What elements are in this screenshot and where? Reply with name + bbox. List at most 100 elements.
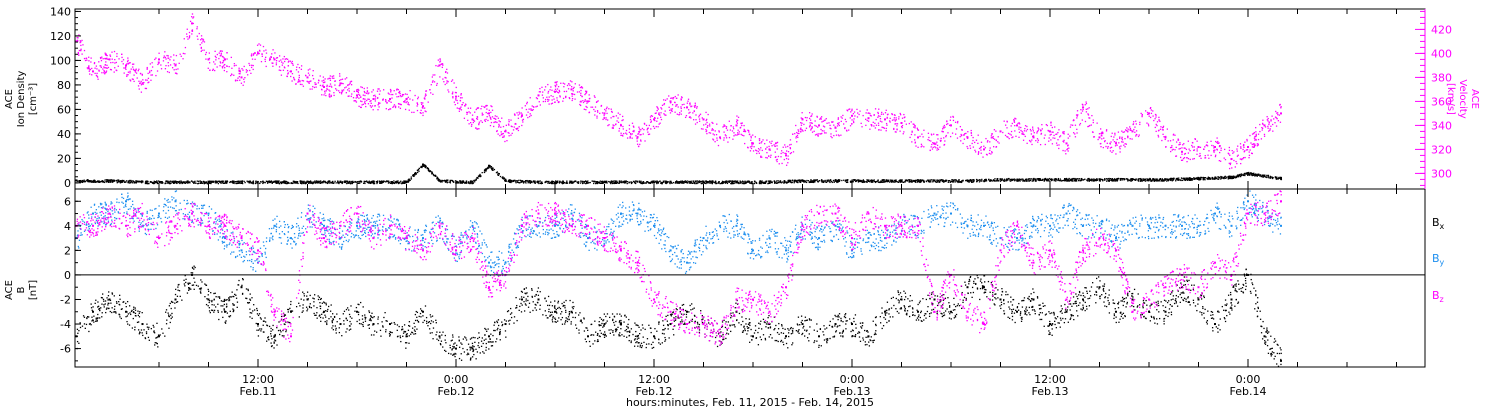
velocity-sample xyxy=(223,69,226,72)
density-sample xyxy=(1045,180,1048,182)
velocity-sample xyxy=(785,152,787,155)
density-sample xyxy=(503,177,506,179)
velocity-sample xyxy=(406,97,408,100)
velocity-sample xyxy=(414,94,416,97)
density-sample xyxy=(87,180,90,182)
density-sample xyxy=(556,181,558,183)
velocity-sample xyxy=(1033,132,1035,134)
velocity-sample xyxy=(1105,129,1108,131)
series-velocity xyxy=(75,13,1282,170)
density-sample xyxy=(502,176,504,178)
velocity-sample xyxy=(1218,142,1220,144)
velocity-sample xyxy=(533,106,535,108)
velocity-sample xyxy=(638,131,640,133)
density-sample xyxy=(1146,180,1148,182)
density-sample xyxy=(128,182,130,184)
density-sample xyxy=(256,181,259,183)
velocity-sample xyxy=(776,145,778,147)
density-sample xyxy=(392,181,395,184)
density-sample xyxy=(900,179,902,181)
velocity-sample xyxy=(200,46,202,49)
density-sample xyxy=(822,180,824,182)
density-sample xyxy=(158,182,160,184)
velocity-sample xyxy=(154,58,156,61)
density-sample xyxy=(707,180,709,183)
velocity-sample xyxy=(439,76,441,78)
density-sample xyxy=(145,180,147,182)
density-sample xyxy=(336,180,339,182)
density-sample xyxy=(230,181,232,183)
density-sample xyxy=(1176,177,1179,180)
velocity-sample xyxy=(1127,130,1129,132)
density-sample xyxy=(1084,178,1086,181)
density-sample xyxy=(579,182,582,184)
density-sample xyxy=(1262,176,1264,178)
velocity-sample xyxy=(328,89,330,91)
velocity-sample xyxy=(471,118,474,120)
density-sample xyxy=(403,182,406,184)
density-sample xyxy=(594,180,596,182)
velocity-sample xyxy=(943,137,945,139)
velocity-sample xyxy=(1255,133,1257,136)
velocity-sample xyxy=(473,120,476,122)
density-sample xyxy=(1150,179,1153,181)
velocity-sample xyxy=(626,133,628,135)
velocity-sample xyxy=(1261,129,1263,131)
density-sample xyxy=(306,181,308,184)
velocity-sample xyxy=(1062,149,1064,152)
velocity-sample xyxy=(490,105,492,107)
density-sample xyxy=(509,180,511,182)
density-sample xyxy=(728,181,730,183)
density-sample xyxy=(1137,180,1140,182)
velocity-sample xyxy=(613,124,615,127)
density-sample xyxy=(862,180,865,183)
velocity-sample xyxy=(684,116,687,119)
velocity-sample xyxy=(1156,124,1158,127)
velocity-sample xyxy=(1261,122,1264,125)
density-sample xyxy=(304,182,307,185)
velocity-sample xyxy=(508,124,510,126)
density-sample xyxy=(796,181,798,184)
density-sample xyxy=(704,180,707,182)
density-sample xyxy=(455,180,458,182)
velocity-sample xyxy=(990,137,992,139)
velocity-sample xyxy=(875,124,878,126)
density-sample xyxy=(769,180,771,182)
velocity-sample xyxy=(1129,126,1131,128)
velocity-sample xyxy=(1081,119,1083,121)
velocity-sample xyxy=(584,100,586,102)
velocity-point xyxy=(884,118,886,121)
density-sample xyxy=(1160,180,1162,182)
density-sample xyxy=(438,178,440,181)
density-sample xyxy=(814,179,816,181)
velocity-sample xyxy=(671,108,674,110)
velocity-sample xyxy=(1040,133,1042,135)
velocity-sample xyxy=(371,105,374,107)
velocity-sample xyxy=(1192,158,1194,160)
velocity-sample xyxy=(413,111,415,114)
velocity-sample xyxy=(387,92,389,94)
density-sample xyxy=(94,180,96,182)
density-sample xyxy=(327,181,329,183)
density-sample xyxy=(845,180,848,182)
density-sample xyxy=(144,182,147,185)
velocity-sample xyxy=(919,135,921,138)
density-sample xyxy=(161,181,163,183)
velocity-sample xyxy=(483,106,485,108)
density-sample xyxy=(226,180,229,183)
density-sample xyxy=(710,181,712,183)
density-sample xyxy=(1064,178,1066,181)
density-sample xyxy=(858,179,860,181)
density-sample xyxy=(1088,179,1090,181)
density-sample xyxy=(528,180,530,182)
density-sample xyxy=(1111,178,1113,180)
density-sample xyxy=(472,181,474,183)
density-sample xyxy=(1012,178,1014,181)
velocity-point xyxy=(273,58,276,61)
density-sample xyxy=(1008,177,1010,180)
velocity-sample xyxy=(132,66,134,68)
velocity-sample xyxy=(1154,113,1157,116)
velocity-sample xyxy=(207,67,209,69)
density-sample xyxy=(385,180,388,182)
density-sample xyxy=(424,166,426,168)
